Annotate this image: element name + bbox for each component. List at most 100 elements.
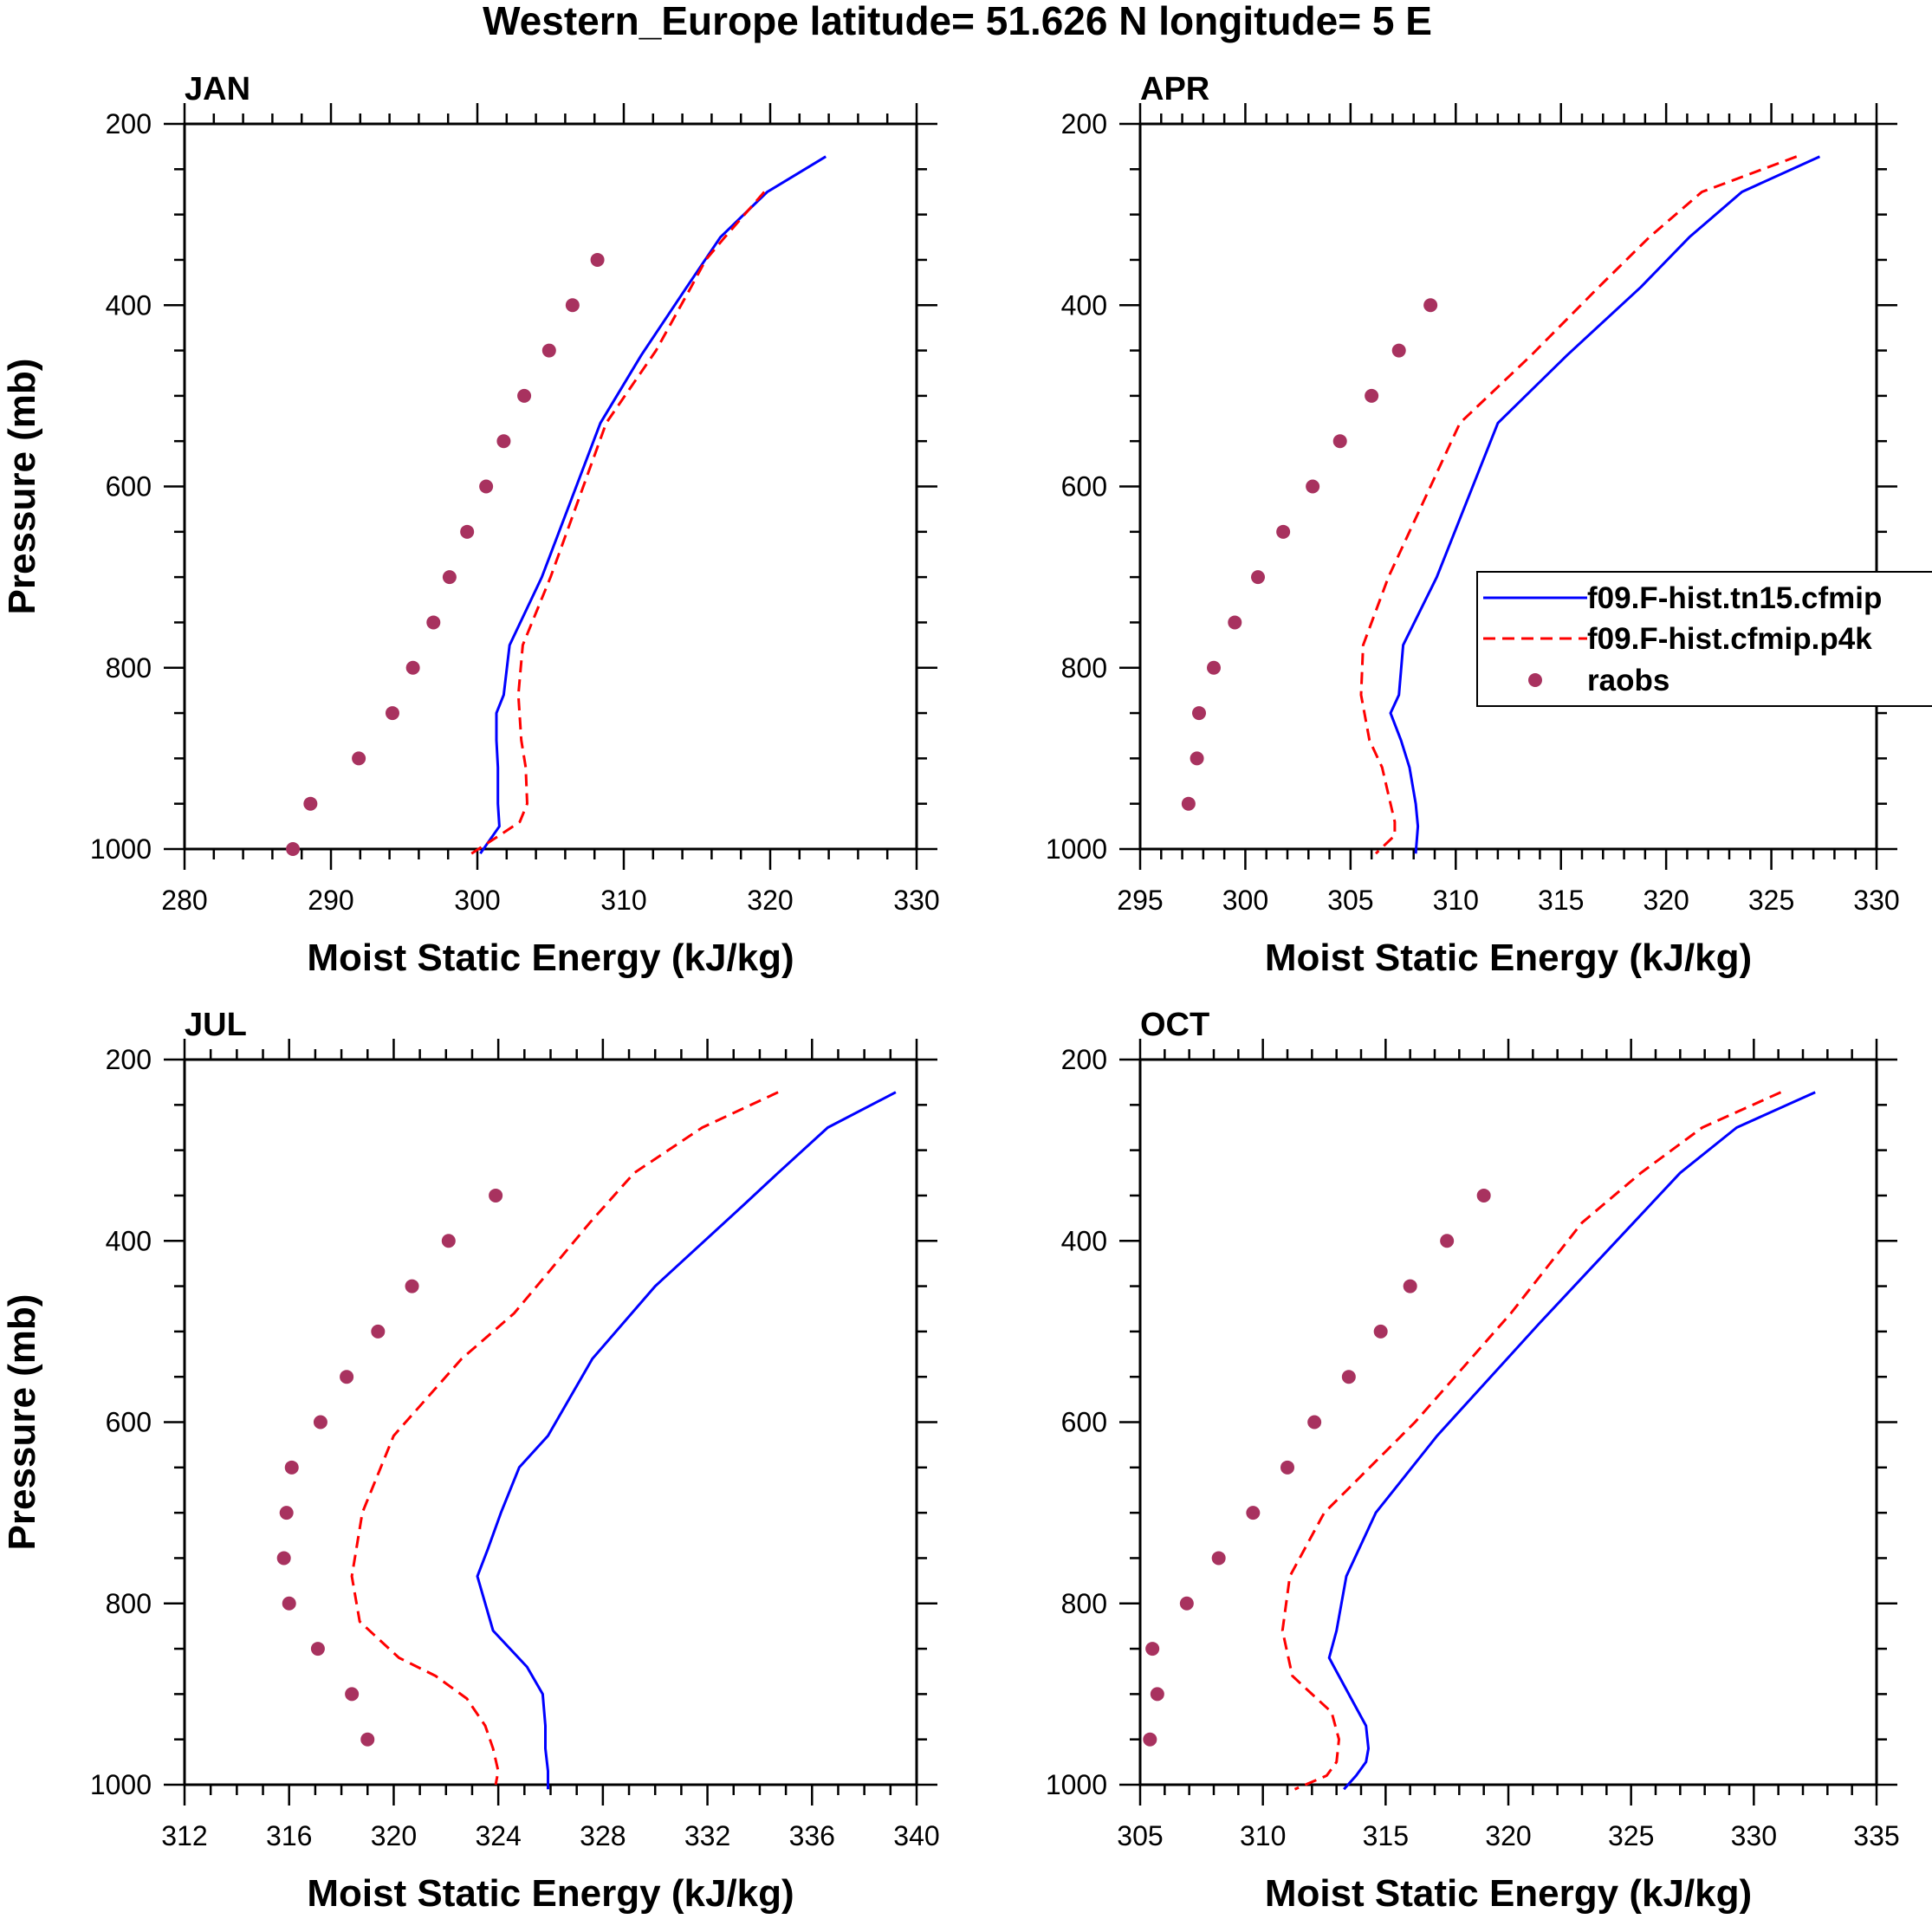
x-tick-label: 315: [1363, 1820, 1409, 1851]
x-tick-label: 310: [1433, 885, 1479, 916]
x-tick-label: 280: [161, 885, 207, 916]
raobs-point: [1211, 1551, 1226, 1566]
x-axis-label: Moist Static Energy (kJ/kg): [1265, 1872, 1752, 1915]
raobs-point: [1365, 388, 1379, 403]
raobs-point: [1306, 479, 1320, 494]
raobs-point: [313, 1415, 327, 1430]
raobs-point: [340, 1370, 354, 1384]
legend-label-model1: f09.F-hist.tn15.cfmip: [1587, 581, 1882, 615]
x-tick-label: 310: [1240, 1820, 1286, 1851]
raobs-point: [371, 1324, 386, 1339]
raobs-point: [1341, 1370, 1356, 1384]
x-tick-label: 328: [580, 1820, 626, 1851]
plot-frame: [183, 1058, 918, 1786]
raobs-point: [1192, 706, 1206, 721]
y-tick-label: 400: [1061, 289, 1107, 321]
y-tick-label: 400: [106, 1225, 152, 1256]
x-tick-label: 324: [475, 1820, 521, 1851]
y-tick-label: 800: [106, 1588, 152, 1619]
legend-label-raobs: raobs: [1587, 664, 1669, 697]
series-line-tn15: [476, 1091, 897, 1790]
panel-jan: JAN 200 400 600 800 1000 280 290 300 310 320 330 Moi…: [1, 71, 940, 979]
raobs-point: [460, 524, 475, 539]
y-tick-label: 800: [106, 652, 152, 684]
raobs-point: [352, 751, 366, 766]
raobs-point: [426, 615, 441, 630]
series-line-p4k: [1359, 155, 1798, 855]
raobs-point: [517, 388, 532, 403]
legend-swatch-raobs: [1528, 673, 1542, 687]
x-tick-label: 305: [1117, 1820, 1163, 1851]
raobs-point: [303, 796, 318, 811]
raobs-point: [1207, 660, 1221, 675]
raobs-point: [565, 298, 580, 313]
x-tick-label: 320: [1643, 885, 1689, 916]
raobs-point: [1476, 1188, 1491, 1203]
y-tick-label: 200: [106, 1044, 152, 1075]
x-tick-label: 335: [1853, 1820, 1899, 1851]
series-line-p4k: [350, 1091, 779, 1786]
x-tick-label: 290: [308, 885, 353, 916]
y-tick-label: 200: [1061, 1044, 1107, 1075]
raobs-point: [1391, 343, 1406, 358]
x-tick-label: 305: [1327, 885, 1373, 916]
x-tick-label: 325: [1608, 1820, 1654, 1851]
series-line-tn15: [1327, 1091, 1816, 1791]
x-tick-label: 312: [161, 1820, 207, 1851]
y-tick-label: 1000: [1046, 1769, 1107, 1800]
raobs-point: [1228, 615, 1242, 630]
panel-oct: OCT 200 400 600 800 1000 305 310 315 320 325 330 335…: [1046, 1007, 1900, 1915]
raobs-point: [279, 1506, 294, 1520]
x-tick-label: 300: [1222, 885, 1268, 916]
raobs-point: [479, 479, 494, 494]
panel-title: JUL: [185, 1007, 247, 1043]
y-tick-label: 1000: [90, 833, 152, 865]
raobs-point: [282, 1596, 296, 1611]
raobs-point: [1150, 1687, 1164, 1702]
y-tick-label: 1000: [90, 1769, 152, 1800]
x-tick-label: 315: [1538, 885, 1584, 916]
raobs-point: [1181, 796, 1196, 811]
y-tick-label: 800: [1061, 652, 1107, 684]
x-tick-label: 310: [600, 885, 646, 916]
y-tick-label: 600: [1061, 471, 1107, 502]
raobs-point: [442, 570, 457, 585]
series-line-tn15: [1389, 155, 1821, 854]
y-tick-label: 200: [106, 108, 152, 139]
x-tick-label: 320: [1485, 1820, 1531, 1851]
y-tick-label: 800: [1061, 1588, 1107, 1619]
y-axis-label: Pressure (mb): [1, 1294, 43, 1551]
raobs-point: [1373, 1324, 1388, 1339]
x-tick-label: 325: [1748, 885, 1794, 916]
plot-frame: [183, 122, 918, 851]
plot-frame: [1138, 1058, 1878, 1786]
panel-title: OCT: [1140, 1007, 1209, 1043]
x-tick-label: 316: [266, 1820, 312, 1851]
y-tick-label: 200: [1061, 108, 1107, 139]
raobs-point: [310, 1642, 325, 1656]
panel-title: APR: [1140, 71, 1209, 107]
x-tick-label: 300: [454, 885, 500, 916]
series-line-tn15: [479, 155, 827, 855]
legend: f09.F-hist.tn15.cfmip f09.F-hist.cfmip.p…: [1476, 571, 1932, 707]
x-tick-label: 332: [684, 1820, 730, 1851]
panel-title: JAN: [185, 71, 250, 107]
y-tick-label: 600: [106, 471, 152, 502]
plot-frame: [1138, 122, 1878, 851]
raobs-point: [1179, 1596, 1194, 1611]
y-tick-label: 600: [106, 1407, 152, 1438]
raobs-point: [489, 1188, 503, 1203]
x-axis-label: Moist Static Energy (kJ/kg): [1265, 937, 1752, 979]
x-tick-label: 330: [1731, 1820, 1777, 1851]
y-tick-label: 400: [106, 289, 152, 321]
x-tick-label: 295: [1117, 885, 1163, 916]
raobs-point: [541, 343, 556, 358]
raobs-point: [1423, 298, 1438, 313]
raobs-point: [284, 1460, 299, 1475]
y-tick-label: 1000: [1046, 833, 1107, 865]
raobs-point: [1145, 1642, 1160, 1656]
panel-apr: APR 200 400 600 800 1000 295 300 305 310 315 320 325…: [1046, 71, 1900, 979]
series-line-p4k: [1280, 1091, 1782, 1791]
raobs-point: [1276, 524, 1291, 539]
